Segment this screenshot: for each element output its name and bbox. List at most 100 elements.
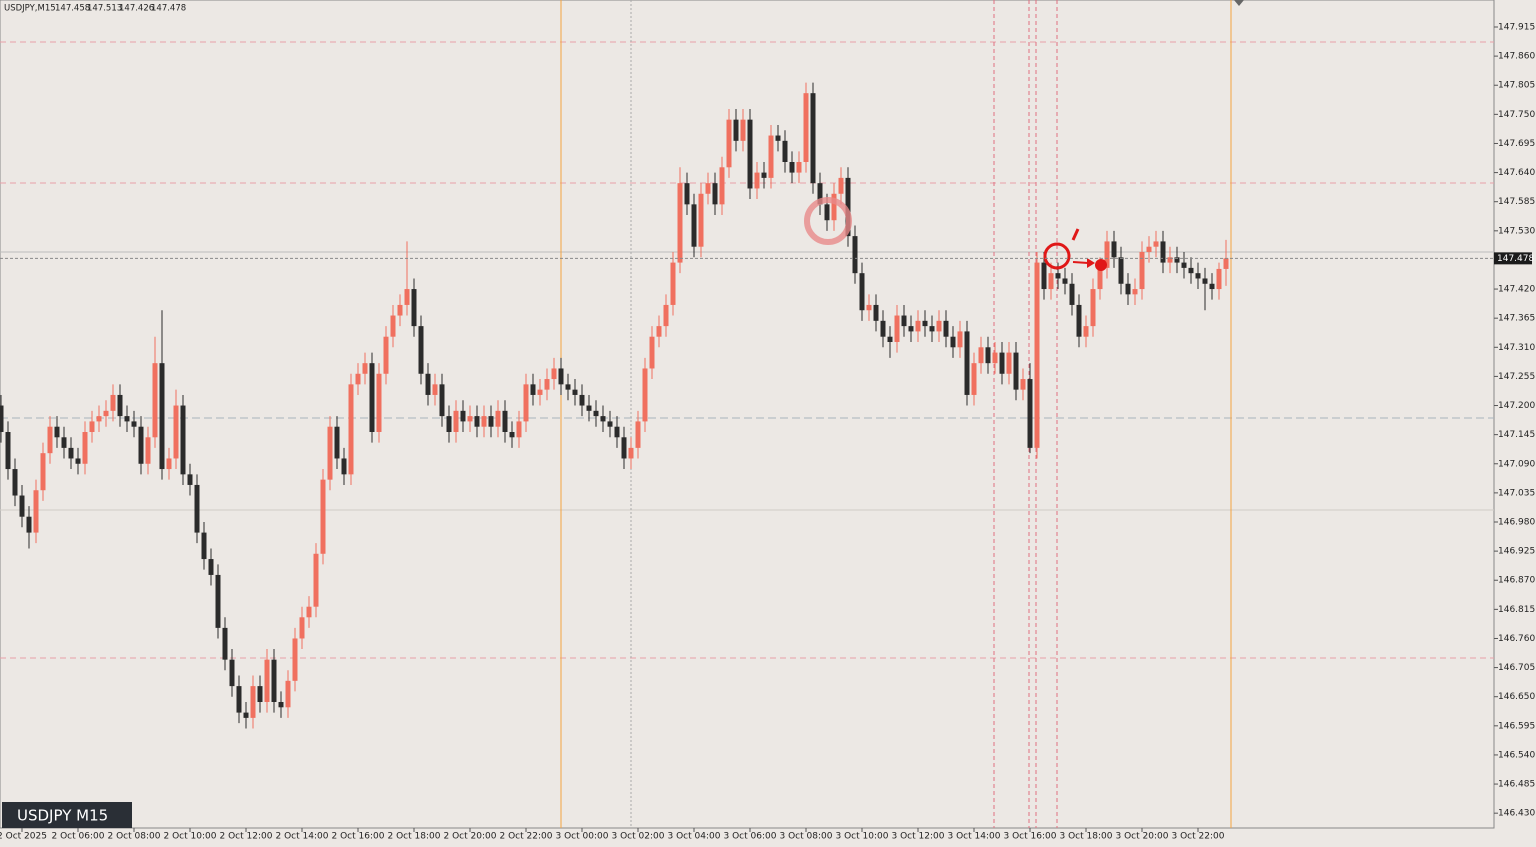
x-tick-label: 3 Oct 16:00 <box>1004 832 1057 842</box>
highlight-circle <box>804 197 852 245</box>
candle-body <box>971 363 977 395</box>
x-tick-label: 3 Oct 14:00 <box>948 832 1001 842</box>
candle-body <box>201 532 207 560</box>
candle-body <box>691 204 697 247</box>
candle-body <box>782 140 788 162</box>
candle-body <box>761 172 767 178</box>
candle-body <box>817 183 823 205</box>
candle-body <box>383 336 389 374</box>
candle-body <box>460 410 466 422</box>
candle-body <box>509 432 515 438</box>
x-tick-label: 2 Oct 16:00 <box>332 832 385 842</box>
candle-body <box>481 416 487 427</box>
y-tick-label: 146.705 <box>1498 663 1535 673</box>
candle-body <box>607 421 613 427</box>
candle-body <box>1020 379 1026 390</box>
candle-body <box>733 119 739 141</box>
y-tick-label: 147.585 <box>1498 197 1535 207</box>
candle-body <box>1167 257 1173 263</box>
candle-body <box>754 172 760 189</box>
candle-body <box>1069 283 1075 305</box>
candle-body <box>229 659 235 687</box>
candle-body <box>537 389 543 395</box>
candle-body <box>887 336 893 342</box>
candle-body <box>635 421 641 448</box>
annotations <box>804 197 1107 271</box>
candle-body <box>257 686 263 702</box>
candle-body <box>1139 252 1145 290</box>
candle-body <box>999 352 1005 374</box>
candle-body <box>1111 241 1117 258</box>
mark-tick <box>1071 228 1080 241</box>
candle-body <box>621 437 627 459</box>
candle-body <box>992 352 998 364</box>
candle-body <box>488 416 494 427</box>
y-tick-label: 146.485 <box>1498 780 1535 790</box>
candle-body <box>474 416 480 427</box>
candle-body <box>439 384 445 417</box>
arrow <box>1072 261 1089 264</box>
candle-body <box>173 405 179 459</box>
candle-body <box>810 93 816 184</box>
candle-body <box>152 363 158 438</box>
candle-body <box>852 236 858 274</box>
candle-body <box>1209 283 1215 290</box>
candle-body <box>1048 273 1054 290</box>
candle-body <box>845 177 851 237</box>
candle-body <box>390 315 396 337</box>
candle-body <box>292 638 298 681</box>
candle-body <box>859 273 865 311</box>
candle-body <box>1062 278 1068 284</box>
candle-body <box>957 331 963 348</box>
x-tick-label: 2 Oct 06:00 <box>52 832 105 842</box>
candle-body <box>1223 258 1229 269</box>
candle-body <box>642 368 648 422</box>
candle-body <box>5 432 11 470</box>
candle-body <box>1216 268 1222 290</box>
y-tick-label: 146.815 <box>1498 605 1535 615</box>
candle-body <box>1188 267 1194 274</box>
candle-body <box>145 437 151 464</box>
candle-body <box>1132 289 1138 295</box>
candle-body <box>446 416 452 432</box>
candle-body <box>33 490 39 533</box>
candle-body <box>726 119 732 168</box>
y-tick-label: 146.870 <box>1498 576 1535 586</box>
candle-body <box>397 304 403 316</box>
x-tick-label: 3 Oct 00:00 <box>556 832 609 842</box>
candle-body <box>1006 352 1012 374</box>
x-tick-label: 3 Oct 22:00 <box>1172 832 1225 842</box>
y-tick-label: 147.530 <box>1498 226 1535 236</box>
mark-dot <box>1095 259 1107 271</box>
header-close: 147.478 <box>151 4 186 14</box>
header-low: 147.426 <box>119 4 154 14</box>
candle-body <box>502 410 508 432</box>
y-tick-label: 146.540 <box>1498 750 1535 760</box>
x-tick-label: 2 Oct 18:00 <box>388 832 441 842</box>
candle-body <box>131 421 137 427</box>
candle-body <box>1083 326 1089 337</box>
y-tick-label: 147.035 <box>1498 488 1535 498</box>
candle-body <box>54 426 60 438</box>
y-tick-label: 147.310 <box>1498 343 1535 353</box>
candle-body <box>663 304 669 327</box>
y-tick-label: 147.640 <box>1498 168 1535 178</box>
candle-body <box>593 410 599 417</box>
candle-body <box>264 659 270 702</box>
candle-body <box>649 336 655 369</box>
y-tick-label: 147.805 <box>1498 81 1535 91</box>
candle-body <box>929 326 935 332</box>
candle-body <box>47 426 53 454</box>
candle-body <box>215 574 221 628</box>
candle-body <box>1104 241 1110 268</box>
candle-body <box>1034 262 1040 448</box>
candle-body <box>1146 246 1152 252</box>
y-tick-label: 147.365 <box>1498 314 1535 324</box>
candle-body <box>516 421 522 438</box>
candle-body <box>901 315 907 327</box>
candle-body <box>677 183 683 263</box>
candle-body <box>355 373 361 385</box>
candle-body <box>978 347 984 364</box>
candle-body <box>362 363 368 374</box>
